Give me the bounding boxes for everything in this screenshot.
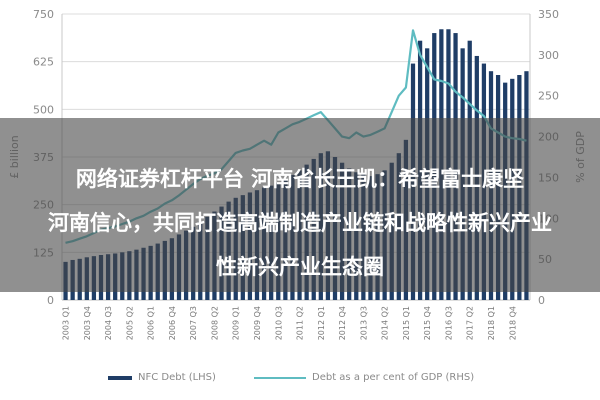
x-tick-label: 2018 Q4 [508, 306, 517, 340]
headline-line-1: 网络证券杠杆平台 河南省长王凯：希望富士康坚 [75, 167, 525, 191]
legend-item-debt-gdp: Debt as a per cent of GDP (RHS) [254, 372, 474, 383]
x-tick-label: 2006 Q4 [168, 306, 177, 340]
x-tick-label: 2003 Q1 [62, 306, 71, 340]
x-tick-label: 2013 Q3 [359, 306, 368, 340]
headline-line-3: 性新兴产业生态圈 [216, 255, 384, 279]
x-tick-label: 2009 Q4 [253, 306, 262, 340]
x-tick-label: 2015 Q4 [423, 306, 432, 340]
x-tick-label: 2010 Q3 [274, 306, 283, 340]
x-tick-label: 2003 Q4 [83, 306, 92, 340]
x-tick-label: 2012 Q1 [317, 306, 326, 340]
right-tick-label: 250 [538, 90, 559, 103]
right-tick-label: 0 [538, 294, 545, 307]
x-tick-label: 2006 Q1 [147, 306, 156, 340]
left-tick-label: 0 [47, 294, 54, 307]
x-tick-label: 2008 Q2 [210, 306, 219, 340]
x-tick-label: 2009 Q1 [232, 306, 241, 340]
right-tick-label: 300 [538, 49, 559, 62]
x-tick-label: 2015 Q1 [402, 306, 411, 340]
legend-swatch-bar [108, 375, 132, 380]
legend: NFC Debt (LHS) Debt as a per cent of GDP… [0, 372, 600, 392]
x-tick-label: 2016 Q3 [444, 306, 453, 340]
x-tick-label: 2017 Q2 [466, 306, 475, 340]
x-tick-label: 2014 Q2 [381, 306, 390, 340]
x-tick-label: 2018 Q1 [487, 306, 496, 340]
x-tick-label: 2012 Q4 [338, 306, 347, 340]
legend-label-nfc-debt: NFC Debt (LHS) [138, 372, 216, 383]
headline-overlay: 网络证券杠杆平台 河南省长王凯：希望富士康坚 河南信心，共同打造高端制造产业链和… [0, 118, 600, 292]
left-tick-label: 625 [33, 56, 54, 69]
legend-swatch-line [254, 376, 306, 379]
headline-line-2: 河南信心，共同打造高端制造产业链和战略性新兴产业 [48, 211, 552, 235]
left-tick-label: 750 [33, 8, 54, 21]
x-tick-label: 2004 Q3 [104, 306, 113, 340]
x-tick-label: 2007 Q3 [189, 306, 198, 340]
legend-label-debt-gdp: Debt as a per cent of GDP (RHS) [312, 372, 475, 383]
left-tick-label: 500 [33, 103, 54, 116]
x-tick-label: 2005 Q2 [125, 306, 134, 340]
right-tick-label: 350 [538, 8, 559, 21]
x-tick-label: 2011 Q2 [296, 306, 305, 340]
legend-item-nfc-debt: NFC Debt (LHS) [108, 372, 216, 383]
